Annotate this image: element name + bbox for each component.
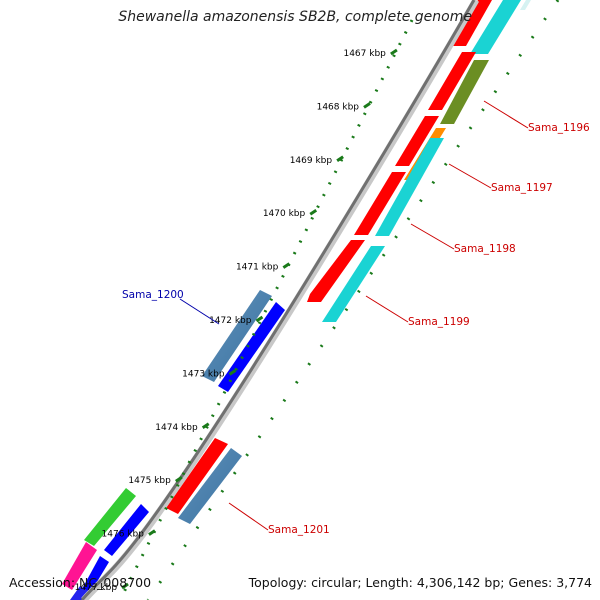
tick-label: 1477 kbp [75,583,118,593]
tick-label: 1471 kbp [236,263,279,273]
tick-label: 1476 kbp [102,530,145,540]
gene-arrow-blue[interactable] [104,504,149,556]
topology-text: Topology: circular; [248,575,362,590]
gene-arrow-cyan[interactable] [375,138,444,236]
genes-text: Genes: 3,774 [508,575,592,590]
tick-mark [255,315,264,323]
gene-arrow[interactable] [452,0,492,46]
tick-mark [390,48,398,56]
tick-label: 1475 kbp [128,476,171,486]
gene-arrow-top-faint [520,0,531,10]
tick-mark [363,102,371,109]
accession-label: Accession: NC_008700 [9,575,151,590]
genome-backbone [81,0,480,600]
gene-label[interactable]: Sama_1201 [268,524,330,536]
gene-arrow-magenta[interactable] [62,542,97,590]
tick-mark [148,529,156,536]
gene-leader-line [448,163,492,189]
gene-arrow[interactable] [307,240,365,302]
gene-label[interactable]: Sama_1197 [491,182,553,194]
tick-label: 1474 kbp [155,423,198,433]
gene-arrow-cyan[interactable] [322,246,385,322]
arrow-gloss [178,290,272,524]
tick-label: 1467 kbp [343,49,386,59]
tick-mark [121,582,129,590]
gene-arrow[interactable] [395,116,439,166]
tick-label: 1470 kbp [263,209,306,219]
gene-arrow-green[interactable] [84,488,136,546]
tick-mark [336,155,344,163]
gene-label[interactable]: Sama_1196 [528,122,590,134]
genome-backbone-line [80,0,476,600]
accession-text: Accession: NC_008700 [9,575,152,590]
genome-stats: Topology: circular; Length: 4,306,142 bp… [249,575,592,590]
gene-arrow[interactable] [166,438,228,514]
tick-mark [174,475,183,483]
gene-arrow-olive[interactable] [440,60,489,124]
tick-label: 1468 kbp [317,102,360,112]
outer-tick-ruler [146,0,560,600]
gene-label[interactable]: Sama_1200 [122,289,184,301]
inner-tick-ruler [118,19,414,600]
length-text: Length: 4,306,142 bp; [365,575,505,590]
tick-label: 1473 kbp [182,369,225,379]
gene-arrow[interactable] [470,0,521,54]
map-title: Shewanella amazonensis SB2B, complete ge… [118,9,472,25]
gene-label[interactable]: Sama_1198 [454,243,516,255]
gene-leader-line [365,295,409,323]
gene-leader-line [483,100,529,129]
tick-mark [228,369,237,376]
gene-arrow[interactable] [428,52,476,110]
gene-leader-line [228,502,269,531]
gene-label[interactable]: Sama_1199 [408,316,470,328]
gene-leader-line [410,223,455,250]
tick-mark [309,208,318,216]
tick-label: 1472 kbp [209,316,252,326]
tick-mark [282,262,291,269]
tick-label: 1469 kbp [290,156,333,166]
tick-mark [201,422,210,430]
gene-leader-line [179,298,220,325]
gene-arrow[interactable] [354,172,406,235]
